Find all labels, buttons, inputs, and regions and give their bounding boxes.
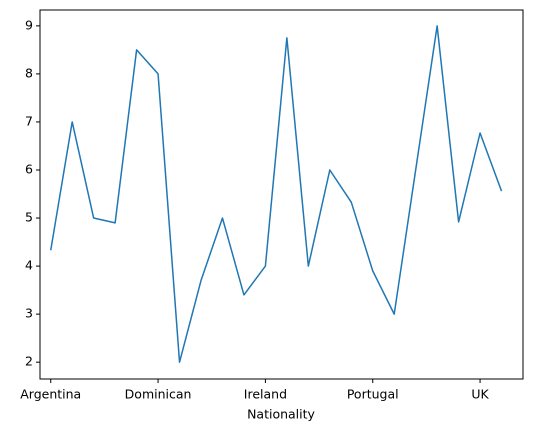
x-axis-label: Nationality <box>247 407 315 422</box>
x-tick-label: Argentina <box>20 387 81 402</box>
plot-frame <box>39 9 524 380</box>
y-tick-label: 3 <box>25 306 33 321</box>
line-series <box>49 25 503 363</box>
x-tick-label: Dominican <box>125 387 192 402</box>
y-tick-label: 4 <box>25 258 33 273</box>
y-tick-label: 8 <box>25 65 33 80</box>
y-tick-label: 9 <box>25 17 33 32</box>
x-tick-label: Ireland <box>244 387 287 402</box>
y-tick-label: 5 <box>25 210 33 225</box>
y-tick-label: 2 <box>25 354 33 369</box>
y-tick-label: 7 <box>25 113 33 128</box>
x-tick-label: UK <box>471 387 489 402</box>
x-tick-label: Portugal <box>347 387 399 402</box>
y-tick-label: 6 <box>25 161 33 176</box>
